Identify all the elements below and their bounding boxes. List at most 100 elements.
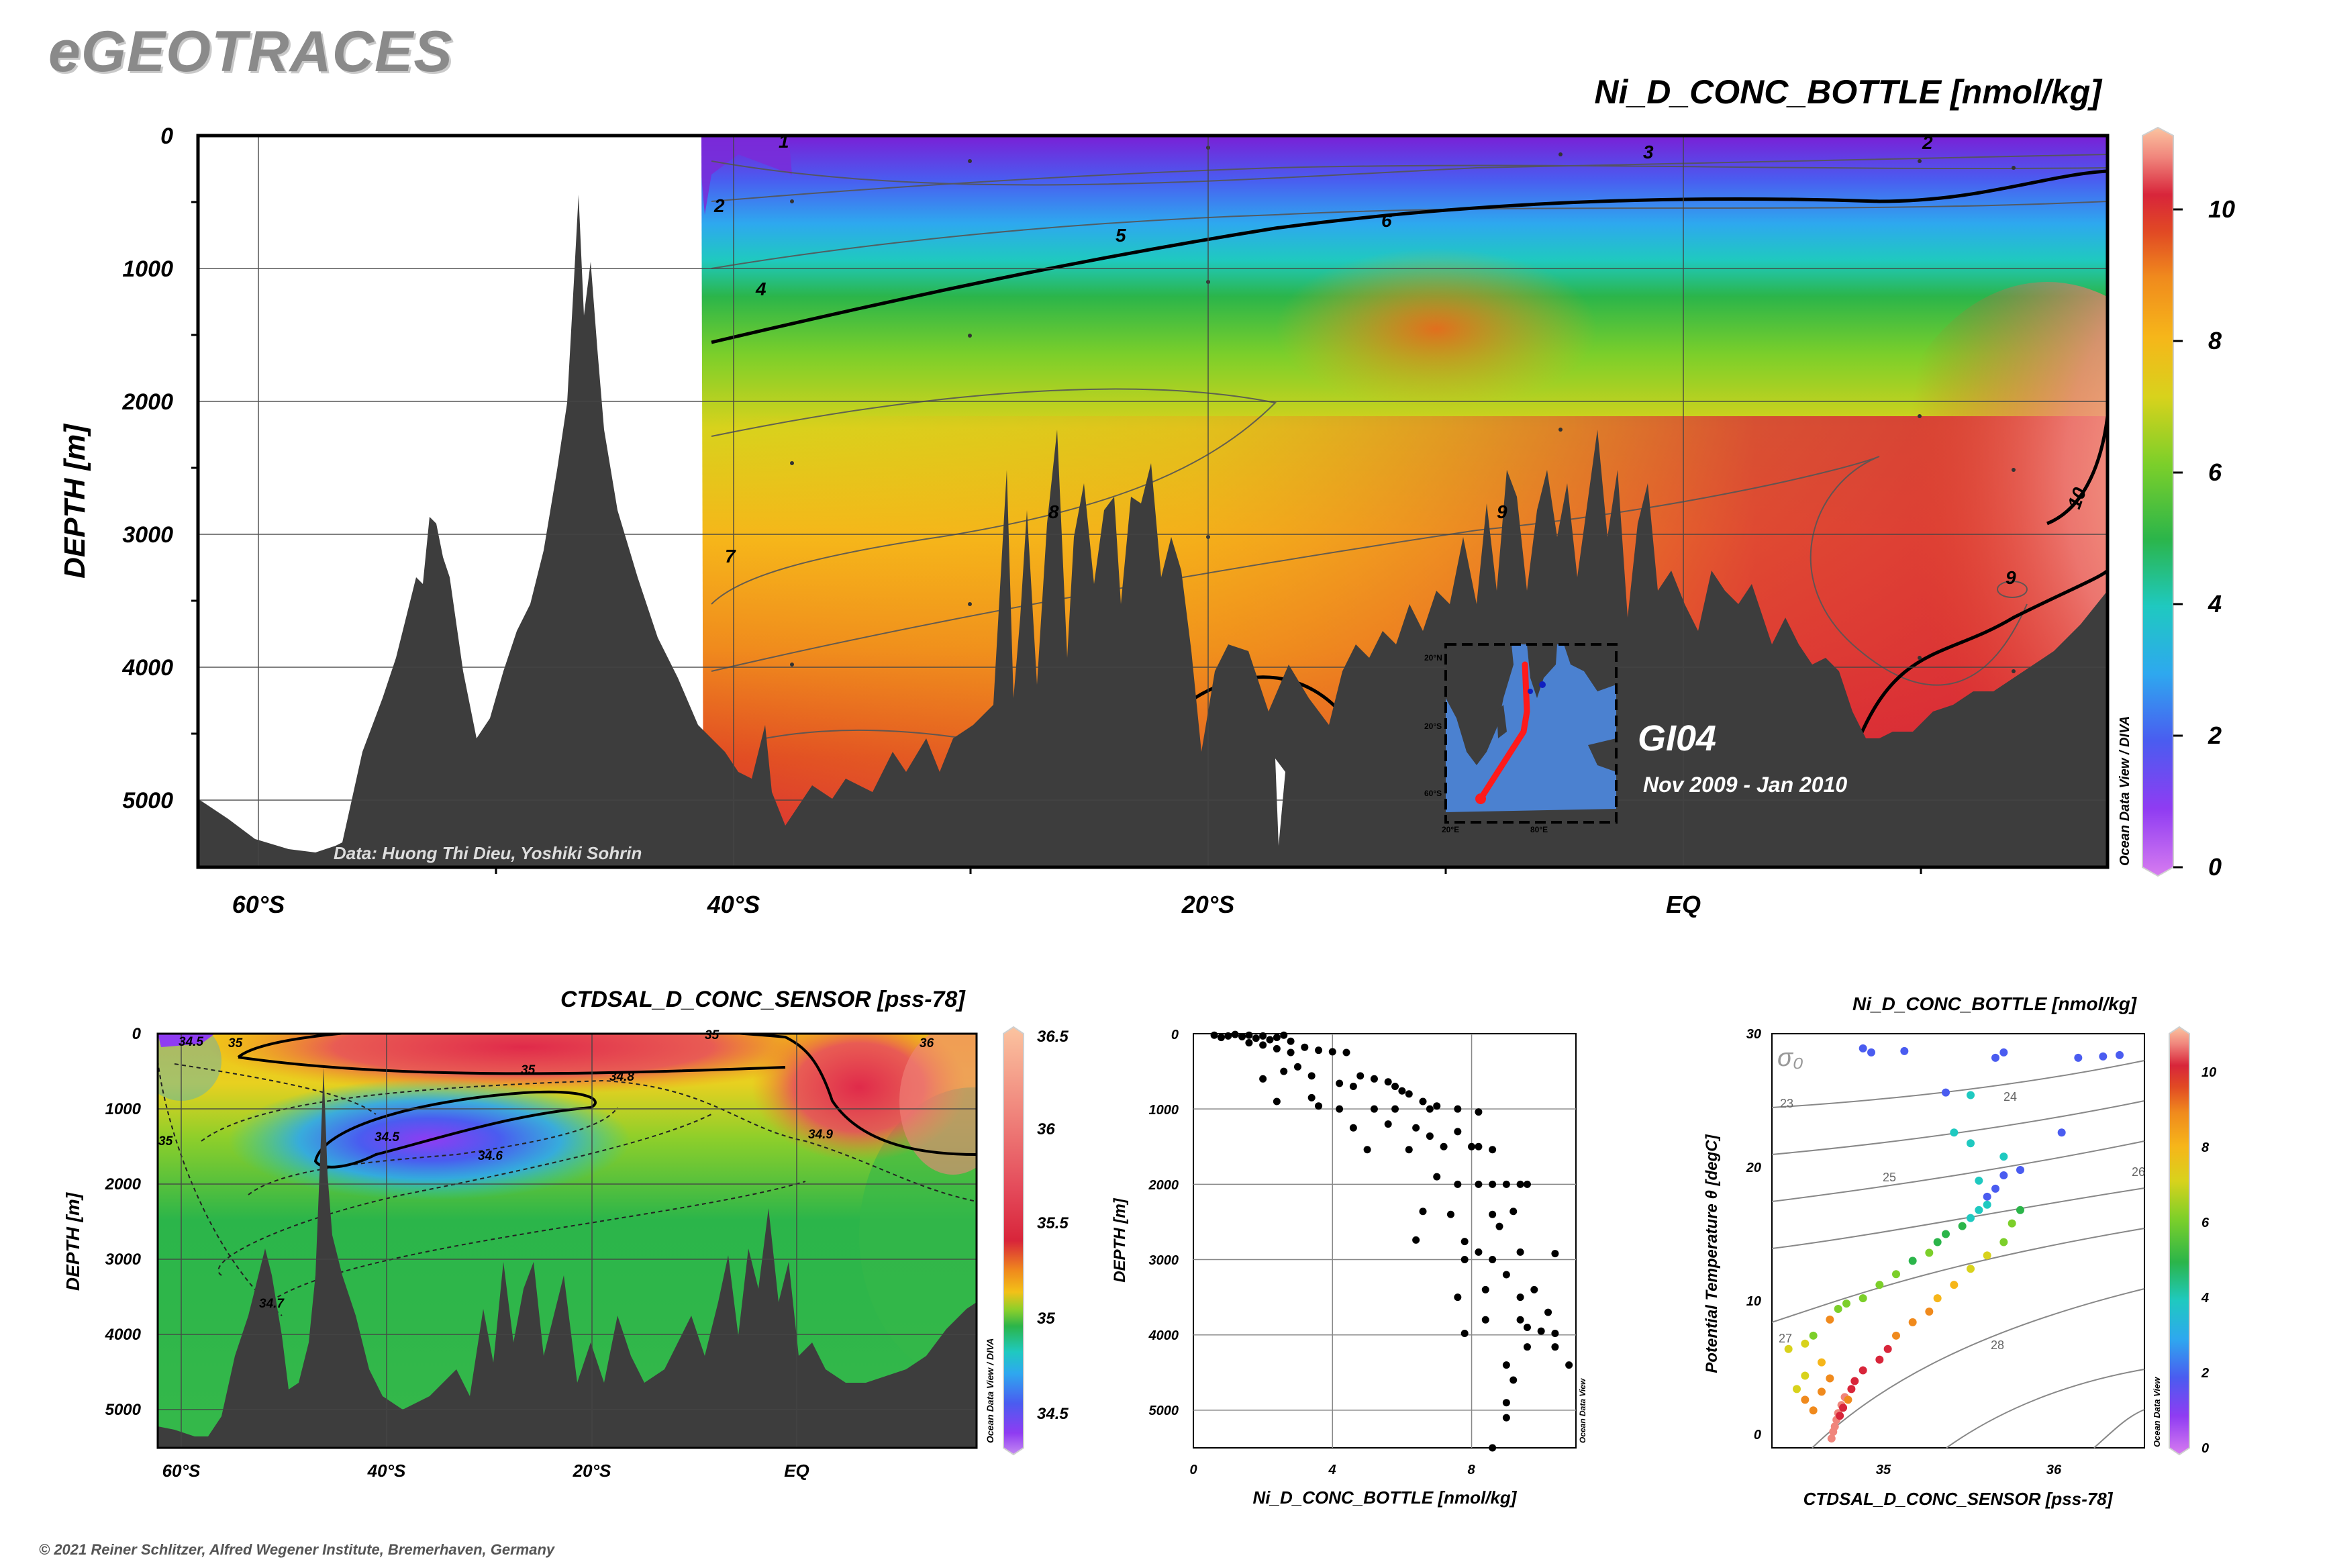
inset-lat-label: 60°S: [1424, 789, 1442, 798]
profile-point: [1273, 1044, 1281, 1052]
ts-colorbar-tick: 2: [2201, 1366, 2209, 1381]
ts-point: [1892, 1270, 1900, 1279]
profile-point: [1440, 1142, 1448, 1150]
ts-point: [1983, 1251, 1991, 1260]
main-colorbar: 0 2 4 6 8 10 Ocean Data View / DIVA: [2118, 126, 2235, 881]
main-frame: [196, 134, 2110, 869]
salinity-contour-label: 36: [920, 1036, 934, 1050]
salinity-y-tick: 5000: [105, 1401, 142, 1419]
profile-point: [1516, 1316, 1524, 1324]
ts-point: [1834, 1305, 1842, 1314]
profile-point: [1349, 1124, 1357, 1132]
ts-point: [2008, 1219, 2016, 1228]
profile-point: [1363, 1146, 1371, 1154]
salinity-contour-label: 35: [228, 1036, 243, 1050]
ts-point: [1793, 1385, 1801, 1393]
salinity-contour-label: 35: [158, 1134, 173, 1148]
ts-point: [1784, 1344, 1793, 1353]
ts-point: [1809, 1331, 1818, 1340]
brand-title: eGEOTRACES: [48, 19, 453, 84]
isopycnal-line: [1812, 1288, 2145, 1449]
main-y-tick: 4000: [121, 655, 173, 681]
ts-point: [1942, 1088, 1950, 1097]
salinity-colorbar-tick: 35: [1037, 1310, 1055, 1328]
ts-point: [1801, 1339, 1810, 1348]
profile-point: [1551, 1329, 1559, 1337]
profile-point: [1293, 1063, 1301, 1071]
main-colorbar-tick: 0: [2208, 853, 2222, 881]
profile-point: [1315, 1046, 1323, 1055]
profile-point: [1231, 1030, 1239, 1038]
salinity-contour-label: 35: [705, 1028, 720, 1042]
main-y-axis-label: DEPTH [m]: [58, 424, 91, 579]
profile-point: [1433, 1173, 1441, 1181]
ts-point: [1847, 1385, 1856, 1393]
profile-point: [1551, 1343, 1559, 1351]
ts-point: [1827, 1434, 1836, 1443]
main-x-tick: 20°S: [1181, 891, 1234, 918]
main-colorbar-tick: 6: [2208, 458, 2222, 486]
profile-point: [1273, 1097, 1281, 1106]
ts-y-tick: 10: [1746, 1294, 1761, 1309]
ts-point: [1875, 1355, 1884, 1364]
isopycnal-line: [1946, 1369, 2145, 1449]
profile-x-tick: 4: [1328, 1463, 1336, 1477]
profile-point: [1454, 1128, 1462, 1136]
ts-point: [1967, 1091, 1975, 1099]
salinity-contour-label: 34.9: [808, 1128, 833, 1142]
ts-point: [1801, 1395, 1810, 1404]
data-credit: Data: Huong Thi Dieu, Yoshiki Sohrin: [334, 843, 642, 863]
main-bathymetry: [198, 195, 2108, 867]
profile-point: [1489, 1444, 1497, 1452]
ts-point: [1967, 1265, 1975, 1273]
ts-x-tick: 36: [2046, 1463, 2062, 1477]
main-x-ticks: 60°S 40°S 20°S EQ: [232, 891, 1701, 918]
salinity-section-panel: 34.5 34.5 34.6 34.7 34.8 34.9 35 35 35 3…: [62, 1025, 1069, 1481]
salinity-contour-label: 34.7: [259, 1297, 285, 1311]
profile-point: [1349, 1083, 1357, 1091]
ts-point: [2074, 1053, 2083, 1062]
profile-point: [1301, 1043, 1309, 1051]
profile-point: [1370, 1075, 1378, 1083]
profile-point: [1426, 1105, 1434, 1113]
india-landmass: [1527, 644, 1557, 698]
ts-point: [1925, 1248, 1934, 1257]
ts-point: [1908, 1257, 1917, 1265]
contour-label: 2: [713, 195, 725, 216]
ts-point: [1826, 1315, 1834, 1324]
profile-point: [1419, 1208, 1427, 1216]
ts-point: [1826, 1374, 1834, 1383]
profile-point: [1551, 1250, 1559, 1258]
contour-label: 9: [1497, 501, 1507, 522]
main-section-field: [198, 136, 2108, 867]
isopycnal-line: [1771, 1187, 2145, 1249]
ts-y-axis-label: Potential Temperature θ [degC]: [1703, 1134, 1721, 1373]
salinity-y-tick: 2000: [105, 1175, 142, 1193]
ts-point: [1991, 1053, 1999, 1062]
ts-y-tick: 0: [1754, 1428, 1761, 1442]
section-dates: Nov 2009 - Jan 2010: [1643, 773, 1847, 797]
ts-point: [1859, 1294, 1867, 1303]
profile-point: [1224, 1032, 1232, 1040]
profile-point: [1523, 1343, 1531, 1351]
ts-colorbar-tick: 6: [2201, 1216, 2210, 1230]
ts-point: [1818, 1358, 1826, 1367]
profile-point: [1287, 1048, 1295, 1057]
profile-x-tick: 0: [1189, 1463, 1197, 1477]
contour-label: 3: [1643, 142, 1654, 162]
salinity-contour-label: 34.5: [179, 1035, 203, 1049]
profile-point: [1273, 1034, 1281, 1042]
ts-point: [1975, 1176, 1983, 1185]
main-x-tick: EQ: [1666, 891, 1701, 918]
salinity-x-tick: 40°S: [367, 1461, 406, 1481]
profile-point: [1516, 1180, 1524, 1188]
profile-point: [1565, 1361, 1573, 1369]
ts-y-tick: 30: [1746, 1027, 1761, 1042]
main-y-tick: 2000: [121, 389, 173, 415]
ts-chart-title: Ni_D_CONC_BOTTLE [nmol/kg]: [1852, 993, 2137, 1014]
ts-colorbar-tick: 10: [2201, 1065, 2216, 1080]
inset-map: 20°N 20°S 60°S 20°E 80°E: [1424, 643, 1618, 834]
main-colorbar-tick: 2: [2208, 722, 2222, 749]
salinity-contour-label: 34.6: [478, 1149, 503, 1163]
